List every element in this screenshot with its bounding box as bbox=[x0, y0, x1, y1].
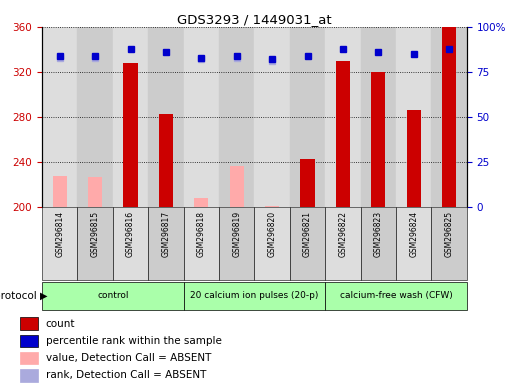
Bar bbox=[336, 61, 350, 207]
Bar bbox=[148, 207, 184, 280]
Bar bbox=[113, 27, 148, 207]
Bar bbox=[42, 207, 77, 280]
Text: GSM296817: GSM296817 bbox=[162, 211, 170, 257]
Bar bbox=[88, 177, 102, 207]
Bar bbox=[53, 176, 67, 207]
Text: GSM296821: GSM296821 bbox=[303, 211, 312, 257]
Bar bbox=[325, 27, 361, 207]
Bar bbox=[184, 27, 219, 207]
Bar bbox=[21, 317, 38, 330]
Bar bbox=[230, 166, 244, 207]
Bar bbox=[407, 110, 421, 207]
Bar bbox=[396, 207, 431, 280]
Text: GSM296820: GSM296820 bbox=[268, 211, 277, 257]
Text: ▶: ▶ bbox=[40, 291, 47, 301]
Text: GSM296816: GSM296816 bbox=[126, 211, 135, 257]
Bar bbox=[219, 27, 254, 207]
Bar bbox=[431, 27, 467, 207]
Bar bbox=[290, 27, 325, 207]
Text: GSM296822: GSM296822 bbox=[339, 211, 347, 257]
Bar bbox=[371, 72, 385, 207]
Text: GSM296825: GSM296825 bbox=[445, 211, 453, 257]
Bar bbox=[148, 27, 184, 207]
Bar bbox=[21, 352, 38, 364]
Bar bbox=[254, 27, 290, 207]
Text: 20 calcium ion pulses (20-p): 20 calcium ion pulses (20-p) bbox=[190, 291, 319, 300]
Bar bbox=[325, 207, 361, 280]
Text: protocol: protocol bbox=[0, 291, 37, 301]
Bar bbox=[21, 369, 38, 382]
Bar bbox=[113, 207, 148, 280]
Bar bbox=[442, 27, 456, 207]
Bar bbox=[396, 27, 431, 207]
Bar bbox=[21, 334, 38, 347]
Text: count: count bbox=[46, 318, 75, 329]
Text: control: control bbox=[97, 291, 129, 300]
Bar bbox=[124, 63, 137, 207]
Bar bbox=[361, 207, 396, 280]
Bar bbox=[431, 207, 467, 280]
Bar bbox=[219, 207, 254, 280]
Bar bbox=[184, 207, 219, 280]
Text: calcium-free wash (CFW): calcium-free wash (CFW) bbox=[340, 291, 452, 300]
Bar bbox=[159, 114, 173, 207]
Bar bbox=[77, 27, 113, 207]
Bar bbox=[77, 207, 113, 280]
Text: GSM296823: GSM296823 bbox=[374, 211, 383, 257]
Text: percentile rank within the sample: percentile rank within the sample bbox=[46, 336, 222, 346]
Text: rank, Detection Call = ABSENT: rank, Detection Call = ABSENT bbox=[46, 370, 206, 381]
Bar bbox=[194, 199, 208, 207]
Bar bbox=[42, 27, 77, 207]
Bar bbox=[361, 27, 396, 207]
Bar bbox=[290, 207, 325, 280]
Bar bbox=[254, 207, 290, 280]
FancyBboxPatch shape bbox=[325, 282, 467, 310]
Text: GSM296814: GSM296814 bbox=[55, 211, 64, 257]
FancyBboxPatch shape bbox=[42, 282, 184, 310]
Text: GSM296824: GSM296824 bbox=[409, 211, 418, 257]
Text: GSM296819: GSM296819 bbox=[232, 211, 241, 257]
Text: GSM296818: GSM296818 bbox=[197, 211, 206, 257]
Text: GSM296815: GSM296815 bbox=[91, 211, 100, 257]
Text: value, Detection Call = ABSENT: value, Detection Call = ABSENT bbox=[46, 353, 211, 363]
Bar bbox=[265, 206, 279, 207]
Bar bbox=[301, 159, 314, 207]
FancyBboxPatch shape bbox=[184, 282, 325, 310]
Title: GDS3293 / 1449031_at: GDS3293 / 1449031_at bbox=[177, 13, 332, 26]
